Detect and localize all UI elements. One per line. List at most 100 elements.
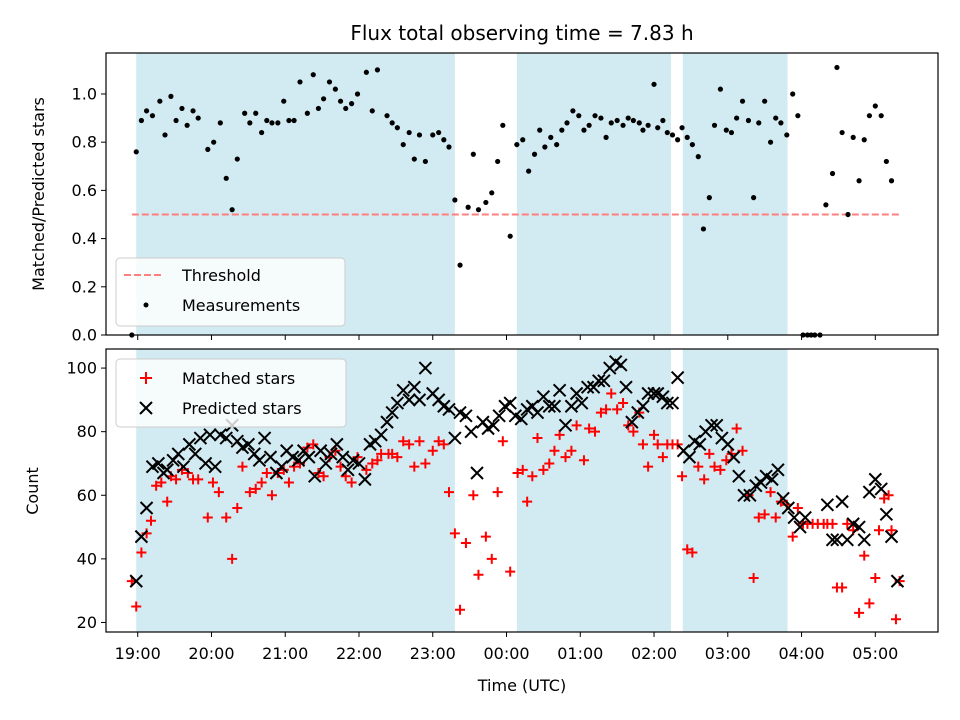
matched-star-point <box>643 461 654 472</box>
matched-star-point <box>468 490 479 501</box>
measurement-point <box>297 79 303 85</box>
matched-star-point <box>612 404 623 415</box>
predicted-star-point <box>459 409 473 423</box>
x-tick-label: 03:00 <box>705 644 751 663</box>
top-x-axis-ticks <box>137 335 876 340</box>
predicted-star-point <box>182 437 197 452</box>
top-y-axis-label: Matched/Predicted stars <box>29 97 48 291</box>
predicted-star-point <box>862 485 877 499</box>
predicted-star-point <box>743 488 757 502</box>
predicted-legend-swatch <box>139 401 153 415</box>
measurement-point <box>281 98 287 104</box>
measurement-point <box>275 120 281 126</box>
measurement-point <box>332 86 338 92</box>
measurement-point <box>762 98 768 104</box>
y-tick-label: 100 <box>66 359 97 378</box>
predicted-star-point <box>198 456 213 471</box>
matched-star-point <box>438 439 449 450</box>
x-tick-label: 20:00 <box>188 644 234 663</box>
measurement-point <box>446 144 452 150</box>
matched-star-point <box>554 429 565 440</box>
predicted-stars-series <box>129 355 905 588</box>
matched-star-point <box>682 544 693 555</box>
matched-star-point <box>256 477 267 488</box>
measurement-point <box>195 115 201 121</box>
predicted-star-point <box>737 488 751 502</box>
measurement-point <box>138 117 145 124</box>
measurement-point <box>229 207 235 213</box>
measurement-point <box>162 132 168 138</box>
y-tick-label: 0.0 <box>72 326 97 345</box>
matched-star-point <box>837 582 848 593</box>
observing-window-2 <box>516 53 671 335</box>
measurement-point <box>839 129 845 136</box>
matched-legend-label: Matched stars <box>182 369 295 388</box>
predicted-star-point <box>825 533 840 547</box>
matched-star-point <box>420 458 431 469</box>
measurement-point <box>823 202 829 208</box>
measurement-point <box>507 233 513 239</box>
predicted-star-point <box>486 418 500 433</box>
matched-star-point <box>398 436 409 447</box>
measurement-point <box>829 170 836 177</box>
observing-window-3 <box>682 53 788 335</box>
measurement-point <box>645 122 651 128</box>
matched-star-point <box>699 474 710 485</box>
measurement-point <box>598 115 604 121</box>
matched-star-point <box>443 487 454 498</box>
predicted-star-point <box>464 424 478 439</box>
y-tick-label: 0.2 <box>72 277 97 296</box>
measurement-point <box>689 141 695 148</box>
matched-star-point <box>731 423 742 434</box>
bottom-y-axis: 20 40 60 80 100 <box>66 359 106 632</box>
matched-star-point <box>227 553 238 564</box>
predicted-star-point <box>193 431 208 445</box>
matched-star-point <box>414 436 425 447</box>
measurement-point <box>337 98 344 104</box>
matched-star-point <box>538 464 549 475</box>
y-tick-label: 60 <box>77 486 97 505</box>
measurement-point <box>369 108 375 114</box>
matched-star-point <box>266 490 277 501</box>
predicted-star-point <box>176 459 191 474</box>
measurements-legend-swatch <box>143 302 149 308</box>
predicted-star-point <box>530 405 545 420</box>
predicted-star-point <box>884 529 899 544</box>
predicted-star-point <box>693 437 707 452</box>
matched-star-point <box>361 464 372 475</box>
matched-star-point <box>171 474 182 485</box>
predicted-star-point <box>208 459 222 474</box>
predicted-legend-label: Predicted stars <box>182 399 302 418</box>
matched-star-point <box>207 477 218 488</box>
measurement-point <box>310 72 316 78</box>
predicted-star-point <box>139 501 154 515</box>
measurement-point <box>767 139 774 145</box>
measurement-point <box>343 105 349 112</box>
x-tick-label: 23:00 <box>410 644 456 663</box>
matched-star-point <box>770 512 781 523</box>
matched-star-point <box>497 436 508 447</box>
matched-star-point <box>677 471 688 482</box>
predicted-star-point <box>625 415 639 429</box>
predicted-star-point <box>641 386 655 401</box>
bottom-legend-box <box>115 358 347 428</box>
measurement-point <box>514 141 520 148</box>
matched-star-point <box>544 458 555 469</box>
predicted-star-point <box>492 409 506 423</box>
predicted-star-point <box>263 450 278 464</box>
measurement-point <box>242 110 248 116</box>
predicted-star-point <box>704 418 719 433</box>
measurement-point <box>717 86 724 92</box>
measurement-point <box>554 141 560 148</box>
matched-star-point <box>649 429 660 440</box>
predicted-star-point <box>412 393 427 407</box>
predicted-star-point <box>129 574 143 588</box>
predicted-star-point <box>385 405 399 420</box>
matched-star-point <box>221 512 232 523</box>
matched-star-point <box>202 512 213 523</box>
predicted-star-point <box>614 358 628 372</box>
threshold-legend-label: Threshold <box>181 266 261 285</box>
measurement-point <box>866 113 873 119</box>
measurement-point <box>664 129 670 136</box>
